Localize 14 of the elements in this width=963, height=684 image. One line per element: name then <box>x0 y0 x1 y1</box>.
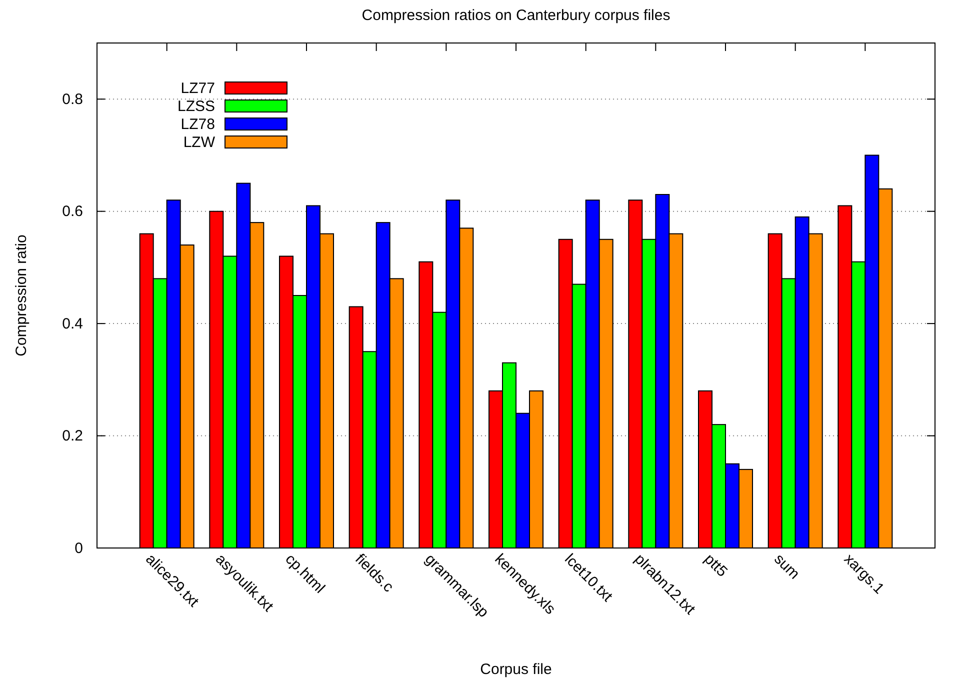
legend-label: LZW <box>183 134 216 151</box>
y-tick-label: 0.6 <box>62 203 83 220</box>
x-tick-label: ptt5 <box>700 550 731 580</box>
legend-label: LZ78 <box>180 116 215 133</box>
chart-title: Compression ratios on Canterbury corpus files <box>362 7 670 24</box>
y-axis-title: Compression ratio <box>13 234 30 356</box>
y-tick-label: 0.2 <box>62 428 83 445</box>
x-axis-title: Corpus file <box>480 661 552 678</box>
y-tick-label: 0.8 <box>62 90 83 108</box>
y-tick-label: 0.4 <box>62 315 83 332</box>
legend-label: LZSS <box>177 98 215 115</box>
legend-label: LZ77 <box>180 80 215 97</box>
x-tick-label: sum <box>770 550 803 583</box>
y-tick-label: 0 <box>74 540 83 557</box>
